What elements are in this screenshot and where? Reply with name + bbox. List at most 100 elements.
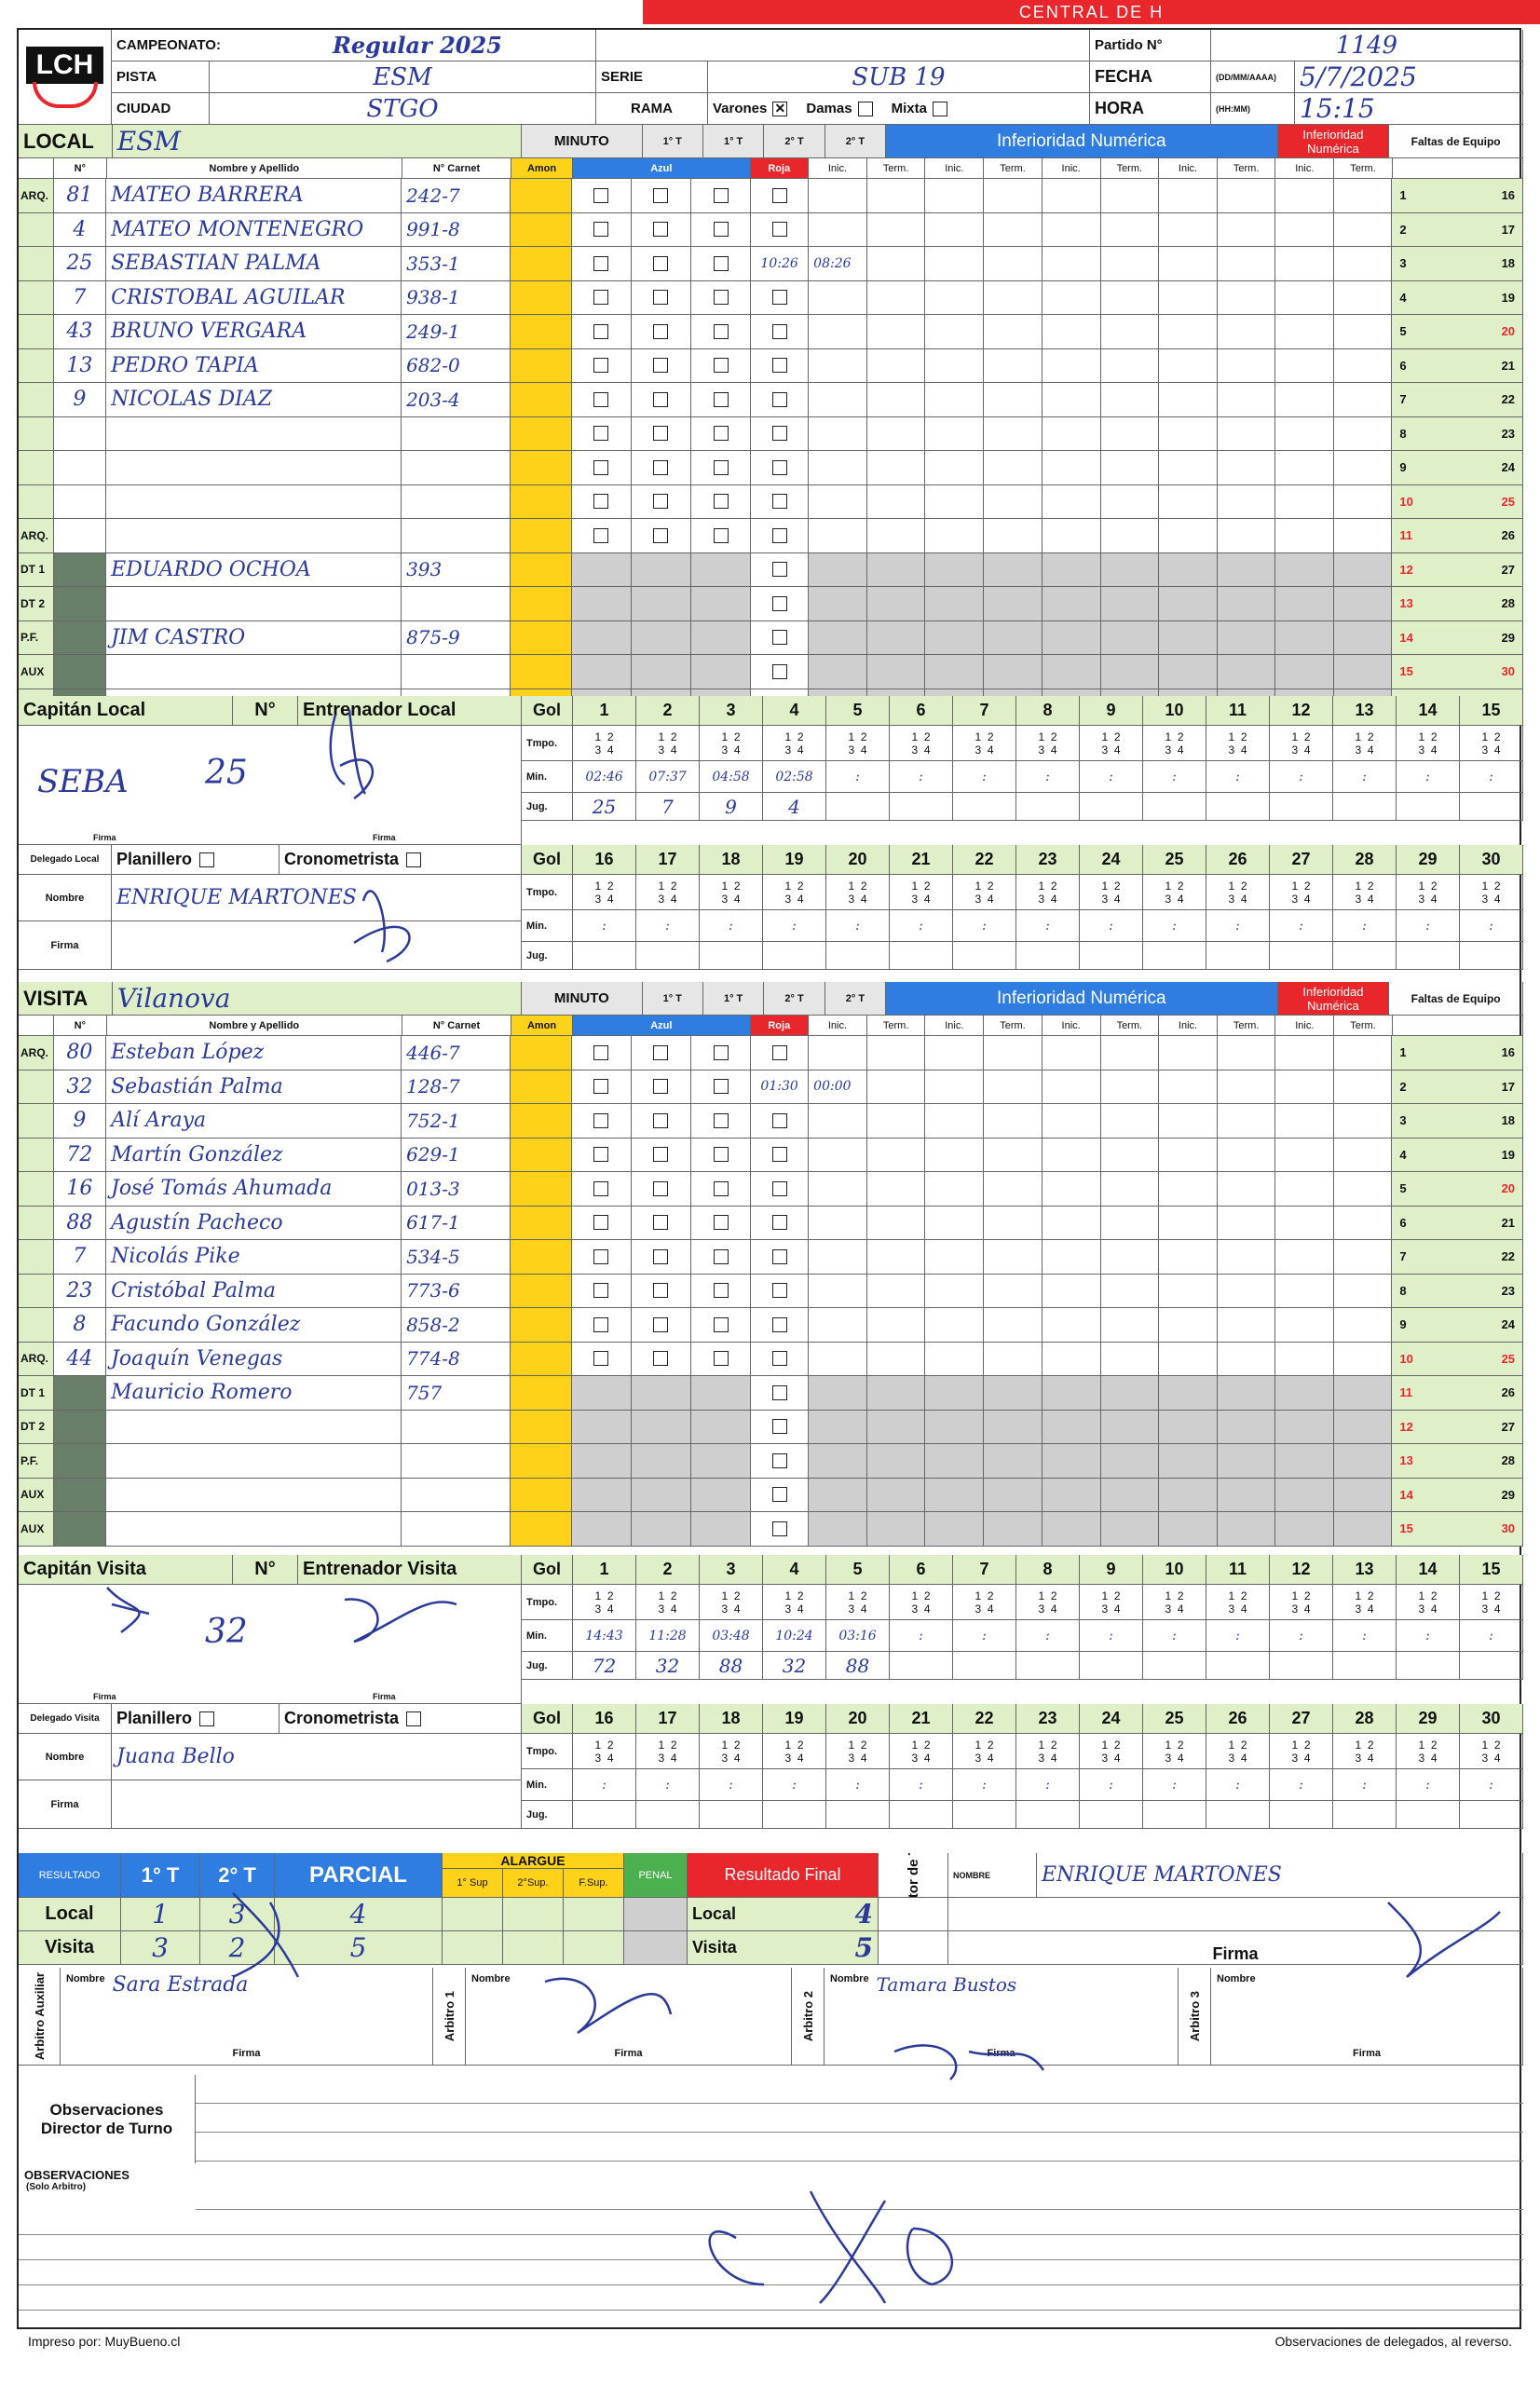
local-player-number[interactable] xyxy=(53,519,107,553)
local-amon-cell[interactable] xyxy=(511,655,572,689)
local-inferioridad-cell[interactable] xyxy=(1158,451,1218,485)
local-goal-jug[interactable]: 25 xyxy=(573,793,636,821)
local-penalty-checkbox[interactable] xyxy=(713,426,729,442)
visita-inferioridad-cell[interactable] xyxy=(1158,1070,1218,1104)
visita-inferioridad-cell[interactable] xyxy=(1042,1138,1101,1172)
visita-goal-min[interactable]: : xyxy=(890,1769,953,1801)
visita-inferioridad-cell[interactable] xyxy=(1217,1410,1276,1444)
visita-inferioridad-cell[interactable] xyxy=(867,1172,926,1207)
local-roja-cell[interactable] xyxy=(751,655,810,689)
visita-inferioridad-cell[interactable] xyxy=(925,1070,985,1104)
local-goal-jug[interactable] xyxy=(1397,942,1460,970)
varones-checkbox[interactable]: ✕ xyxy=(772,101,788,116)
visita-azul-cell[interactable] xyxy=(571,1376,632,1411)
local-amon-cell[interactable] xyxy=(511,348,572,383)
local-inferioridad-cell[interactable] xyxy=(1334,552,1393,587)
visita-penalty-checkbox[interactable] xyxy=(771,1384,787,1400)
visita-inferioridad-cell[interactable] xyxy=(1334,1342,1393,1376)
local-inferioridad-cell[interactable] xyxy=(925,416,985,451)
visita-penalty-checkbox[interactable] xyxy=(771,1248,787,1264)
local-amon-cell[interactable] xyxy=(511,212,572,247)
visita-inferioridad-cell[interactable] xyxy=(867,1070,926,1104)
visita-player-number[interactable]: 7 xyxy=(53,1240,107,1275)
visita-azul-cell[interactable] xyxy=(691,1308,752,1343)
visita-penalty-checkbox[interactable] xyxy=(593,1180,609,1196)
result-local-t1[interactable]: 1 xyxy=(121,1898,200,1931)
visita-faltas-cell[interactable]: 14 29 xyxy=(1392,1478,1524,1512)
local-roja-cell[interactable] xyxy=(751,348,810,383)
local-azul-cell[interactable] xyxy=(631,451,691,485)
visita-goal-jug[interactable]: 88 xyxy=(826,1652,890,1680)
visita-penalty-checkbox[interactable] xyxy=(771,1316,787,1332)
local-penalty-checkbox[interactable] xyxy=(593,187,609,203)
visita-inferioridad-cell[interactable] xyxy=(1275,1274,1335,1308)
visita-inferioridad-cell[interactable] xyxy=(1217,1376,1276,1411)
hora-value[interactable]: 15:15 xyxy=(1295,93,1523,125)
local-inferioridad-cell[interactable] xyxy=(1158,212,1218,247)
visita-goal-jug[interactable]: 32 xyxy=(636,1652,700,1680)
visita-goal-min[interactable]: : xyxy=(1270,1769,1333,1801)
visita-faltas-cell[interactable]: 9 24 xyxy=(1392,1308,1524,1343)
local-goal-min[interactable]: : xyxy=(1333,910,1397,942)
local-goal-min[interactable]: : xyxy=(1460,761,1523,793)
local-goal-min[interactable]: : xyxy=(1080,910,1143,942)
visita-penalty-checkbox[interactable] xyxy=(771,1112,787,1128)
local-goal-jug[interactable] xyxy=(826,793,890,821)
visita-inferioridad-cell[interactable] xyxy=(1334,1070,1393,1104)
visita-player-number[interactable] xyxy=(53,1444,107,1479)
damas-checkbox[interactable] xyxy=(857,101,873,116)
visita-inferioridad-cell[interactable] xyxy=(984,1036,1043,1070)
local-roja-cell[interactable] xyxy=(751,519,810,553)
visita-faltas-cell[interactable]: 12 27 xyxy=(1392,1410,1524,1444)
local-inferioridad-cell[interactable] xyxy=(1042,655,1101,689)
local-player-name[interactable]: JIM CASTRO xyxy=(106,620,402,655)
visita-goal-jug[interactable] xyxy=(890,1652,953,1680)
local-inferioridad-cell[interactable] xyxy=(1217,383,1276,417)
local-faltas-cell[interactable]: 2 17 xyxy=(1392,212,1524,247)
visita-azul-cell[interactable] xyxy=(691,1206,752,1240)
visita-penalty-checkbox[interactable] xyxy=(713,1112,729,1128)
visita-roja-cell[interactable] xyxy=(751,1104,810,1139)
local-goal-jug[interactable] xyxy=(763,942,826,970)
local-penalty-checkbox[interactable] xyxy=(653,222,669,238)
local-inferioridad-cell[interactable] xyxy=(925,620,985,655)
visita-amon-cell[interactable] xyxy=(511,1172,572,1207)
local-player-name[interactable]: EDUARDO OCHOA xyxy=(106,552,402,587)
local-delegado-name[interactable]: ENRIQUE MARTONES xyxy=(112,875,522,921)
visita-player-name[interactable]: Nicolás Pike xyxy=(106,1240,402,1275)
visita-inferioridad-cell[interactable] xyxy=(867,1240,926,1275)
local-penalty-checkbox[interactable] xyxy=(771,663,787,679)
local-player-name[interactable] xyxy=(106,519,402,553)
visita-inferioridad-cell[interactable] xyxy=(1042,1308,1101,1343)
visita-delegado-name[interactable]: Juana Bello xyxy=(112,1734,522,1780)
local-inferioridad-cell[interactable] xyxy=(867,587,926,621)
local-goal-min[interactable]: : xyxy=(953,910,1016,942)
visita-inferioridad-cell[interactable] xyxy=(925,1274,985,1308)
local-player-carnet[interactable] xyxy=(402,416,511,451)
local-inferioridad-cell[interactable] xyxy=(1100,280,1159,315)
local-azul-cell[interactable] xyxy=(631,587,691,621)
visita-goal-min[interactable]: : xyxy=(636,1769,700,1801)
local-goal-min[interactable]: : xyxy=(890,761,953,793)
visita-goal-min[interactable]: 03:16 xyxy=(826,1620,890,1652)
local-inferioridad-cell[interactable] xyxy=(1100,383,1159,417)
visita-goal-jug[interactable] xyxy=(1397,1652,1460,1680)
visita-azul-cell[interactable] xyxy=(691,1172,752,1207)
local-player-number[interactable] xyxy=(53,451,107,485)
arbitro-aux-name[interactable]: Sara Estrada xyxy=(112,1973,249,1997)
local-inferioridad-cell[interactable] xyxy=(809,519,868,553)
local-goal-jug[interactable] xyxy=(826,942,890,970)
local-inferioridad-cell[interactable] xyxy=(867,451,926,485)
visita-goal-min[interactable]: : xyxy=(1460,1769,1523,1801)
local-inferioridad-cell[interactable] xyxy=(1275,484,1335,519)
visita-inferioridad-cell[interactable] xyxy=(867,1138,926,1172)
local-player-carnet[interactable]: 393 xyxy=(402,552,511,587)
visita-azul-cell[interactable] xyxy=(631,1240,691,1275)
visita-penalty-checkbox[interactable] xyxy=(653,1044,669,1060)
